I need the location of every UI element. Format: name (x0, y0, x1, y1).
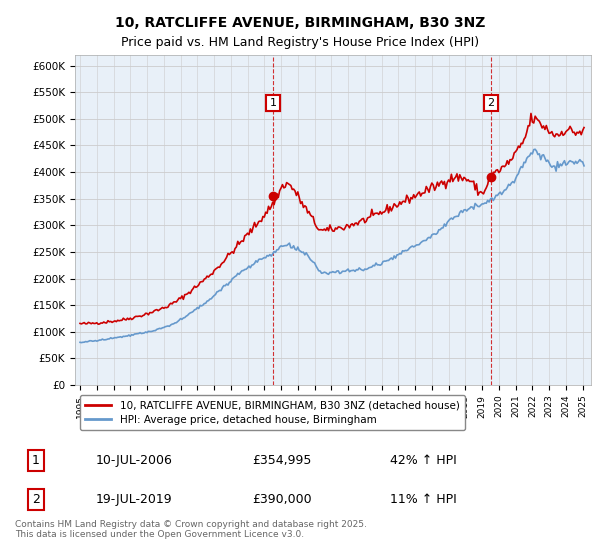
Text: 11% ↑ HPI: 11% ↑ HPI (390, 493, 457, 506)
Text: 42% ↑ HPI: 42% ↑ HPI (390, 454, 457, 467)
Text: 1: 1 (269, 98, 277, 108)
Text: 1: 1 (269, 98, 277, 108)
Text: Contains HM Land Registry data © Crown copyright and database right 2025.
This d: Contains HM Land Registry data © Crown c… (15, 520, 367, 539)
Text: Price paid vs. HM Land Registry's House Price Index (HPI): Price paid vs. HM Land Registry's House … (121, 36, 479, 49)
Text: 10, RATCLIFFE AVENUE, BIRMINGHAM, B30 3NZ: 10, RATCLIFFE AVENUE, BIRMINGHAM, B30 3N… (115, 16, 485, 30)
Text: 2: 2 (32, 493, 40, 506)
Text: 2: 2 (488, 98, 495, 108)
Text: £354,995: £354,995 (252, 454, 311, 467)
Text: 10-JUL-2006: 10-JUL-2006 (96, 454, 173, 467)
Text: £390,000: £390,000 (252, 493, 311, 506)
Text: 1: 1 (32, 454, 40, 467)
Text: 19-JUL-2019: 19-JUL-2019 (96, 493, 173, 506)
Legend: 10, RATCLIFFE AVENUE, BIRMINGHAM, B30 3NZ (detached house), HPI: Average price, : 10, RATCLIFFE AVENUE, BIRMINGHAM, B30 3N… (80, 395, 465, 430)
